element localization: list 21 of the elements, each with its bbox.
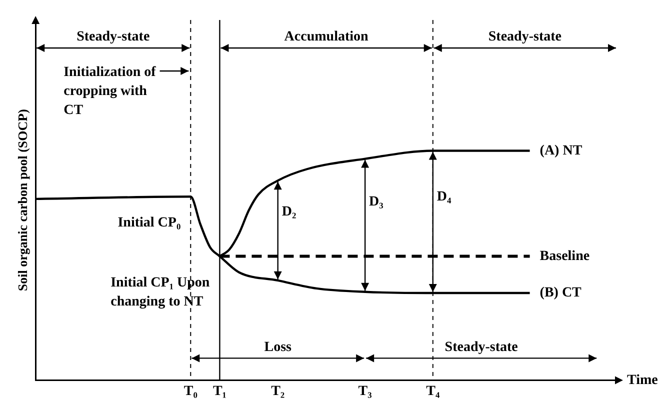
text: Steady-state xyxy=(76,30,150,45)
x-axis-title: Time xyxy=(627,372,658,388)
annotation: D₄ xyxy=(436,190,452,205)
annotation: Initial CP₀ xyxy=(118,216,181,231)
x-tick-label: T₄ xyxy=(426,384,440,400)
annotation: Loss xyxy=(264,340,292,355)
series-label: Baseline xyxy=(540,248,590,264)
text: Initialization of cropping with CT xyxy=(64,65,156,118)
x-tick-label: T₀ xyxy=(184,384,198,400)
text: Accumulation xyxy=(284,30,369,45)
x-tick-label: T₁ xyxy=(212,384,226,400)
annotation: Steady-state xyxy=(444,340,518,355)
annotation: Initial CP₁ Upon changing to NT xyxy=(110,275,210,310)
x-tick-label: T₂ xyxy=(271,384,285,400)
annotation: D₃ xyxy=(369,194,384,210)
text: Steady-state xyxy=(488,30,562,45)
x-tick-label: T₃ xyxy=(358,384,372,400)
y-axis-title: Soil organic carbon pool (SOCP) xyxy=(15,109,30,292)
series-label: (B) CT xyxy=(540,286,582,301)
annotation: D₂ xyxy=(282,204,296,220)
series-label: (A) NT xyxy=(540,143,583,158)
